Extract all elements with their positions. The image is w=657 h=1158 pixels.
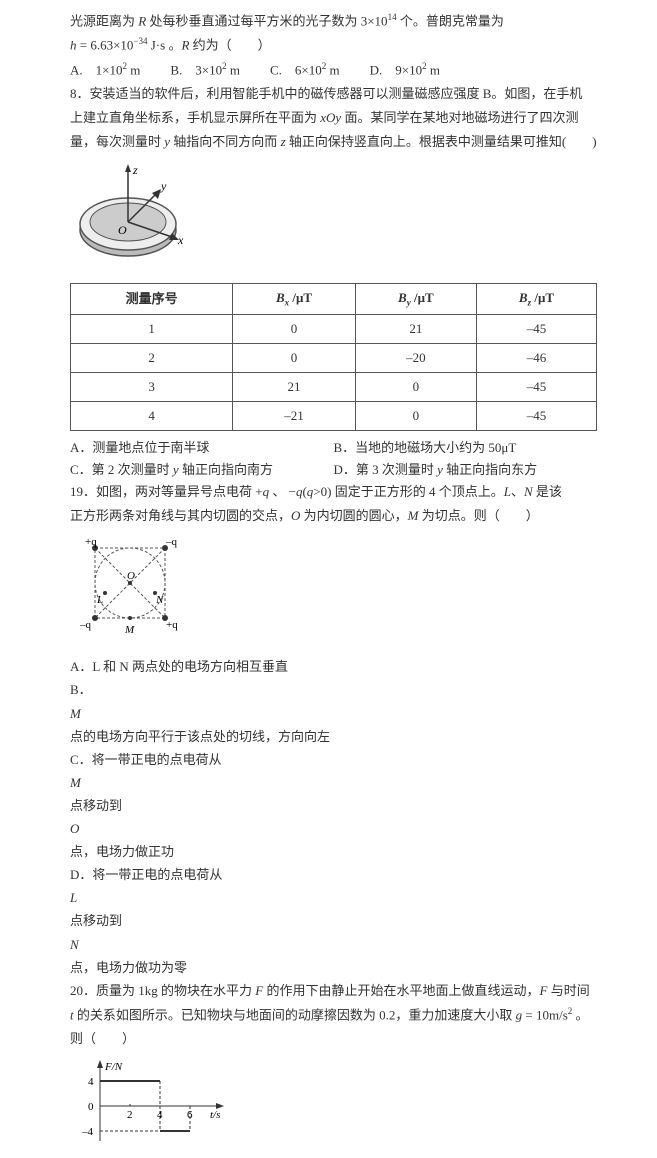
q19-line1: 19．如图，两对等量异号点电荷 +q 、 −q(q>0) 固定于正方形的 4 个… [70, 481, 597, 503]
label-br: +q [166, 619, 178, 631]
q19-optD[interactable]: D．将一带正电的点电荷从 L 点移动到 N 点，电场力做功为零 [70, 864, 597, 978]
q19-options: A．L 和 N 两点处的电场方向相互垂直 B．M 点的电场方向平行于该点处的切线… [70, 656, 597, 978]
q8-line2: 上建立直角坐标系，手机显示屏所在平面为 xOy 面。某同学在某地对地磁场进行了四… [70, 107, 597, 129]
label-tr: –q [165, 536, 178, 548]
axis-x-label: x [177, 233, 184, 247]
label-L: L [96, 594, 103, 606]
axis-y-label: y [160, 179, 167, 193]
xtick-2: 2 [127, 1109, 133, 1121]
q7-line1: 光源距离为 R 处每秒垂直通过每平方米的光子数为 3×1014 个。普朗克常量为 [70, 10, 597, 32]
q7-optB[interactable]: B. 3×102 m [170, 59, 240, 81]
q8-line3: 量，每次测量时 y 轴指向不同方向而 z 轴正向保持竖直向上。根据表中测量结果可… [70, 131, 597, 153]
label-tl: +q [85, 536, 97, 548]
label-O: O [127, 570, 135, 582]
label-bl: –q [79, 619, 92, 631]
q8-optA[interactable]: A．测量地点位于南半球 [70, 437, 334, 459]
q7-optD[interactable]: D. 9×102 m [370, 59, 440, 81]
q19-optC[interactable]: C．将一带正电的点电荷从 M 点移动到 O 点，电场力做正功 [70, 749, 597, 863]
th-bx: Bx /μT [233, 283, 355, 314]
table-row: 3210–45 [71, 372, 597, 401]
q8-optD[interactable]: D．第 3 次测量时 y 轴正向指向东方 [334, 459, 598, 481]
origin-label: O [118, 223, 127, 237]
xtick-6: 6 [187, 1109, 193, 1121]
label-N: N [155, 594, 164, 606]
label-M: M [124, 624, 135, 636]
q20-line3: 则（ ） [70, 1028, 597, 1050]
q20-line1: 20．质量为 1kg 的物块在水平力 F 的作用下由静止开始在水平地面上做直线运… [70, 980, 597, 1002]
q8-optC[interactable]: C．第 2 次测量时 y 轴正向指向南方 [70, 459, 334, 481]
xlabel: t/s [210, 1109, 220, 1121]
q7-options: A. 1×102 m B. 3×102 m C. 6×102 m D. 9×10… [70, 59, 597, 81]
q7-optC[interactable]: C. 6×102 m [270, 59, 340, 81]
xtick-4: 4 [157, 1109, 163, 1121]
q7-line2: h = 6.63×10−34 J·s 。R 约为（ ） [70, 34, 597, 56]
table-row: 20–20–46 [71, 343, 597, 372]
q19-optA[interactable]: A．L 和 N 两点处的电场方向相互垂直 [70, 656, 597, 678]
q7-optA[interactable]: A. 1×102 m [70, 59, 140, 81]
q20-line2: t 的关系如图所示。已知物块与地面间的动摩擦因数为 0.2，重力加速度大小取 g… [70, 1004, 597, 1026]
square-diagram: +q –q –q +q L O N M [70, 533, 597, 650]
th-by: By /μT [355, 283, 476, 314]
axis-z-label: z [132, 163, 138, 177]
q19-optB[interactable]: B．M 点的电场方向平行于该点处的切线，方向向左 [70, 679, 597, 747]
ytick-0: 0 [88, 1101, 94, 1113]
q8-optB[interactable]: B．当地的地磁场大小约为 50μT [334, 437, 598, 459]
q8-line1: 8．安装适当的软件后，利用智能手机中的磁传感器可以测量磁感应强度 B。如图，在手… [70, 83, 597, 105]
ytick-4: 4 [88, 1076, 94, 1088]
q8-opts-cd: C．第 2 次测量时 y 轴正向指向南方 D．第 3 次测量时 y 轴正向指向东… [70, 459, 597, 481]
measurement-table: 测量序号 Bx /μT By /μT Bz /μT 1021–45 20–20–… [70, 283, 597, 431]
ylabel: F/N [104, 1061, 123, 1073]
q19-line2: 正方形两条对角线与其内切圆的交点，O 为内切圆的圆心，M 为切点。则（ ） [70, 505, 597, 527]
table-row: 4–210–45 [71, 401, 597, 430]
phone-diagram: z y x O [70, 160, 597, 277]
q8-opts-ab: A．测量地点位于南半球 B．当地的地磁场大小约为 50μT [70, 437, 597, 459]
ft-graph: F/N t/s 4 0 –4 2 4 6 [70, 1056, 597, 1158]
th-seq: 测量序号 [71, 283, 233, 314]
ytick-m4: –4 [81, 1126, 94, 1138]
table-row: 1021–45 [71, 314, 597, 343]
th-bz: Bz /μT [476, 283, 596, 314]
